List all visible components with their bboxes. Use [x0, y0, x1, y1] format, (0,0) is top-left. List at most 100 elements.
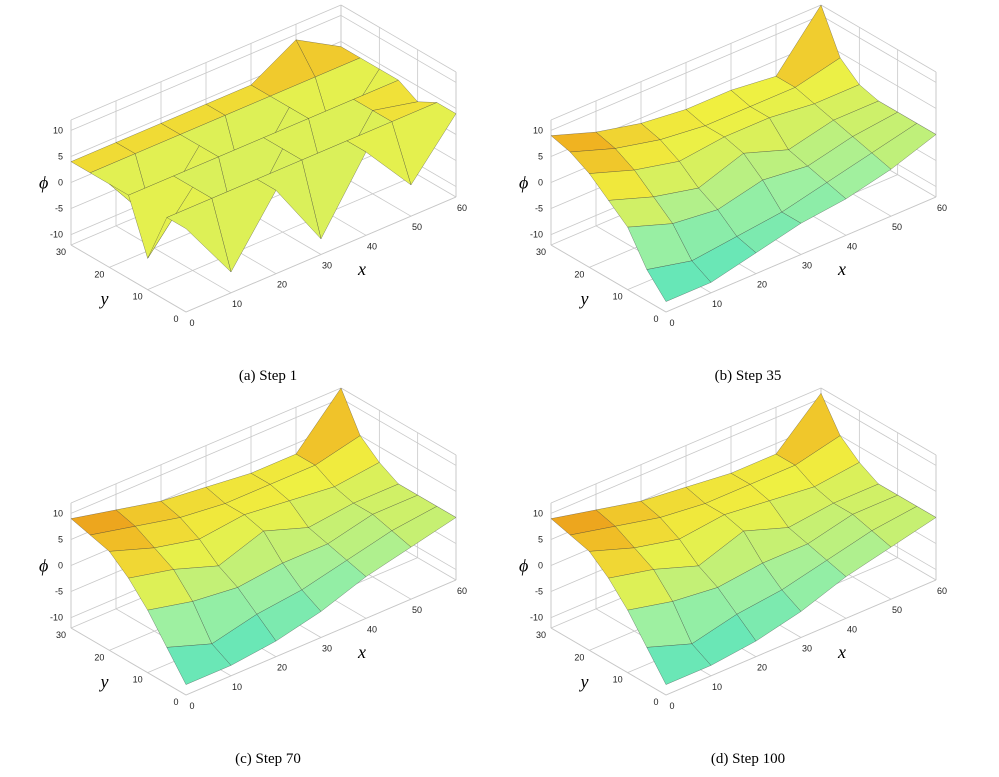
z-grid-line	[550, 15, 822, 131]
z-tick-label: 5	[538, 534, 543, 544]
y-tick-label: 20	[574, 269, 584, 279]
x-tick-label: 20	[277, 663, 287, 673]
z-grid-line	[340, 41, 457, 109]
y-tick-label: 30	[536, 247, 546, 257]
x-tick-label: 50	[892, 222, 902, 232]
y-tick-label: 10	[133, 292, 143, 302]
y-tick-label: 0	[653, 697, 658, 707]
z-tick-label: 0	[538, 561, 543, 571]
x-tick-label: 20	[757, 280, 767, 290]
x-tick-label: 10	[232, 682, 242, 692]
x-tick-label: 0	[669, 701, 674, 711]
z-tick-label: -5	[535, 204, 543, 214]
x-tick-label: 60	[457, 586, 467, 596]
z-tick-label: 10	[53, 125, 63, 135]
x-grid-line	[550, 244, 667, 313]
z-grid-line	[820, 41, 937, 109]
y-tick-label: 0	[173, 314, 178, 324]
surface-patch	[646, 260, 712, 302]
caption: (a) Step 1	[239, 368, 297, 384]
y-tick-label: 20	[94, 652, 104, 662]
y-grid-line	[185, 196, 457, 313]
z-axis-label: ϕ	[519, 173, 528, 193]
box-edge	[820, 4, 937, 73]
x-tick-label: 50	[892, 605, 902, 615]
x-tick-label: 0	[669, 318, 674, 328]
box-edge	[340, 4, 457, 73]
z-tick-label: 0	[58, 178, 63, 188]
y-tick-label: 10	[613, 292, 623, 302]
x-tick-label: 30	[322, 644, 332, 654]
z-tick-label: 5	[538, 151, 543, 161]
x-tick-label: 20	[757, 663, 767, 673]
y-tick-label: 10	[133, 675, 143, 685]
z-axis-label: ϕ	[39, 173, 48, 193]
x-tick-label: 40	[847, 241, 857, 251]
z-tick-label: -10	[50, 230, 63, 240]
x-axis-label: x	[837, 259, 846, 279]
z-axis-label: ϕ	[39, 556, 48, 576]
y-tick-label: 30	[536, 630, 546, 640]
z-grid-line	[820, 398, 937, 466]
z-grid-line	[340, 15, 457, 83]
y-axis-label: y	[99, 672, 109, 692]
x-tick-label: 50	[412, 605, 422, 615]
x-tick-label: 10	[712, 299, 722, 309]
x-tick-label: 20	[277, 280, 287, 290]
surface-patch	[646, 643, 712, 685]
caption: (c) Step 70	[235, 751, 301, 767]
z-tick-label: -5	[535, 587, 543, 597]
z-grid-line	[340, 398, 457, 466]
x-tick-label: 40	[367, 241, 377, 251]
surface-panel: 0 10 20 30 40 50 60 0 10 20 30 -10 -5 0 5 10 x y ϕ (c) Step…	[39, 387, 467, 767]
z-tick-label: -10	[530, 230, 543, 240]
x-tick-label: 0	[189, 318, 194, 328]
z-grid-line	[550, 398, 822, 514]
y-tick-label: 0	[653, 314, 658, 324]
caption: (b) Step 35	[715, 368, 782, 384]
z-tick-label: 5	[58, 534, 63, 544]
z-tick-label: 0	[538, 178, 543, 188]
x-tick-label: 60	[937, 586, 947, 596]
x-tick-label: 30	[802, 644, 812, 654]
caption: (d) Step 100	[711, 751, 785, 767]
y-grid-line	[665, 196, 937, 313]
z-tick-label: 0	[58, 561, 63, 571]
z-tick-label: 10	[533, 508, 543, 518]
y-grid-line	[665, 579, 937, 696]
y-grid-line	[185, 579, 457, 696]
z-tick-label: -10	[530, 613, 543, 623]
x-grid-line	[550, 627, 667, 696]
y-grid-line	[147, 174, 418, 291]
y-tick-label: 0	[173, 697, 178, 707]
x-grid-line	[70, 627, 187, 696]
z-tick-label: 10	[53, 508, 63, 518]
surface-patch	[166, 198, 232, 273]
x-tick-label: 10	[232, 299, 242, 309]
y-tick-label: 10	[613, 675, 623, 685]
y-tick-label: 20	[574, 652, 584, 662]
y-tick-label: 30	[56, 247, 66, 257]
y-tick-label: 30	[56, 630, 66, 640]
x-tick-label: 40	[847, 624, 857, 634]
y-axis-label: y	[579, 672, 589, 692]
x-tick-label: 0	[189, 701, 194, 711]
x-tick-label: 60	[457, 203, 467, 213]
x-axis-label: x	[837, 642, 846, 662]
x-tick-label: 60	[937, 203, 947, 213]
z-grid-line	[70, 398, 342, 514]
z-tick-label: -5	[55, 204, 63, 214]
x-tick-label: 50	[412, 222, 422, 232]
surface-panel: 0 10 20 30 40 50 60 0 10 20 30 -10 -5 0 5 10 x y ϕ (a) Step…	[39, 4, 467, 384]
box-edge	[340, 387, 457, 456]
z-tick-label: -5	[55, 587, 63, 597]
x-axis-label: x	[357, 642, 366, 662]
box-edge	[820, 387, 937, 456]
y-tick-label: 20	[94, 269, 104, 279]
surface-panel: 0 10 20 30 40 50 60 0 10 20 30 -10 -5 0 5 10 x y ϕ (b) Step…	[519, 4, 947, 384]
z-grid-line	[820, 15, 937, 83]
z-tick-label: -10	[50, 613, 63, 623]
x-tick-label: 40	[367, 624, 377, 634]
